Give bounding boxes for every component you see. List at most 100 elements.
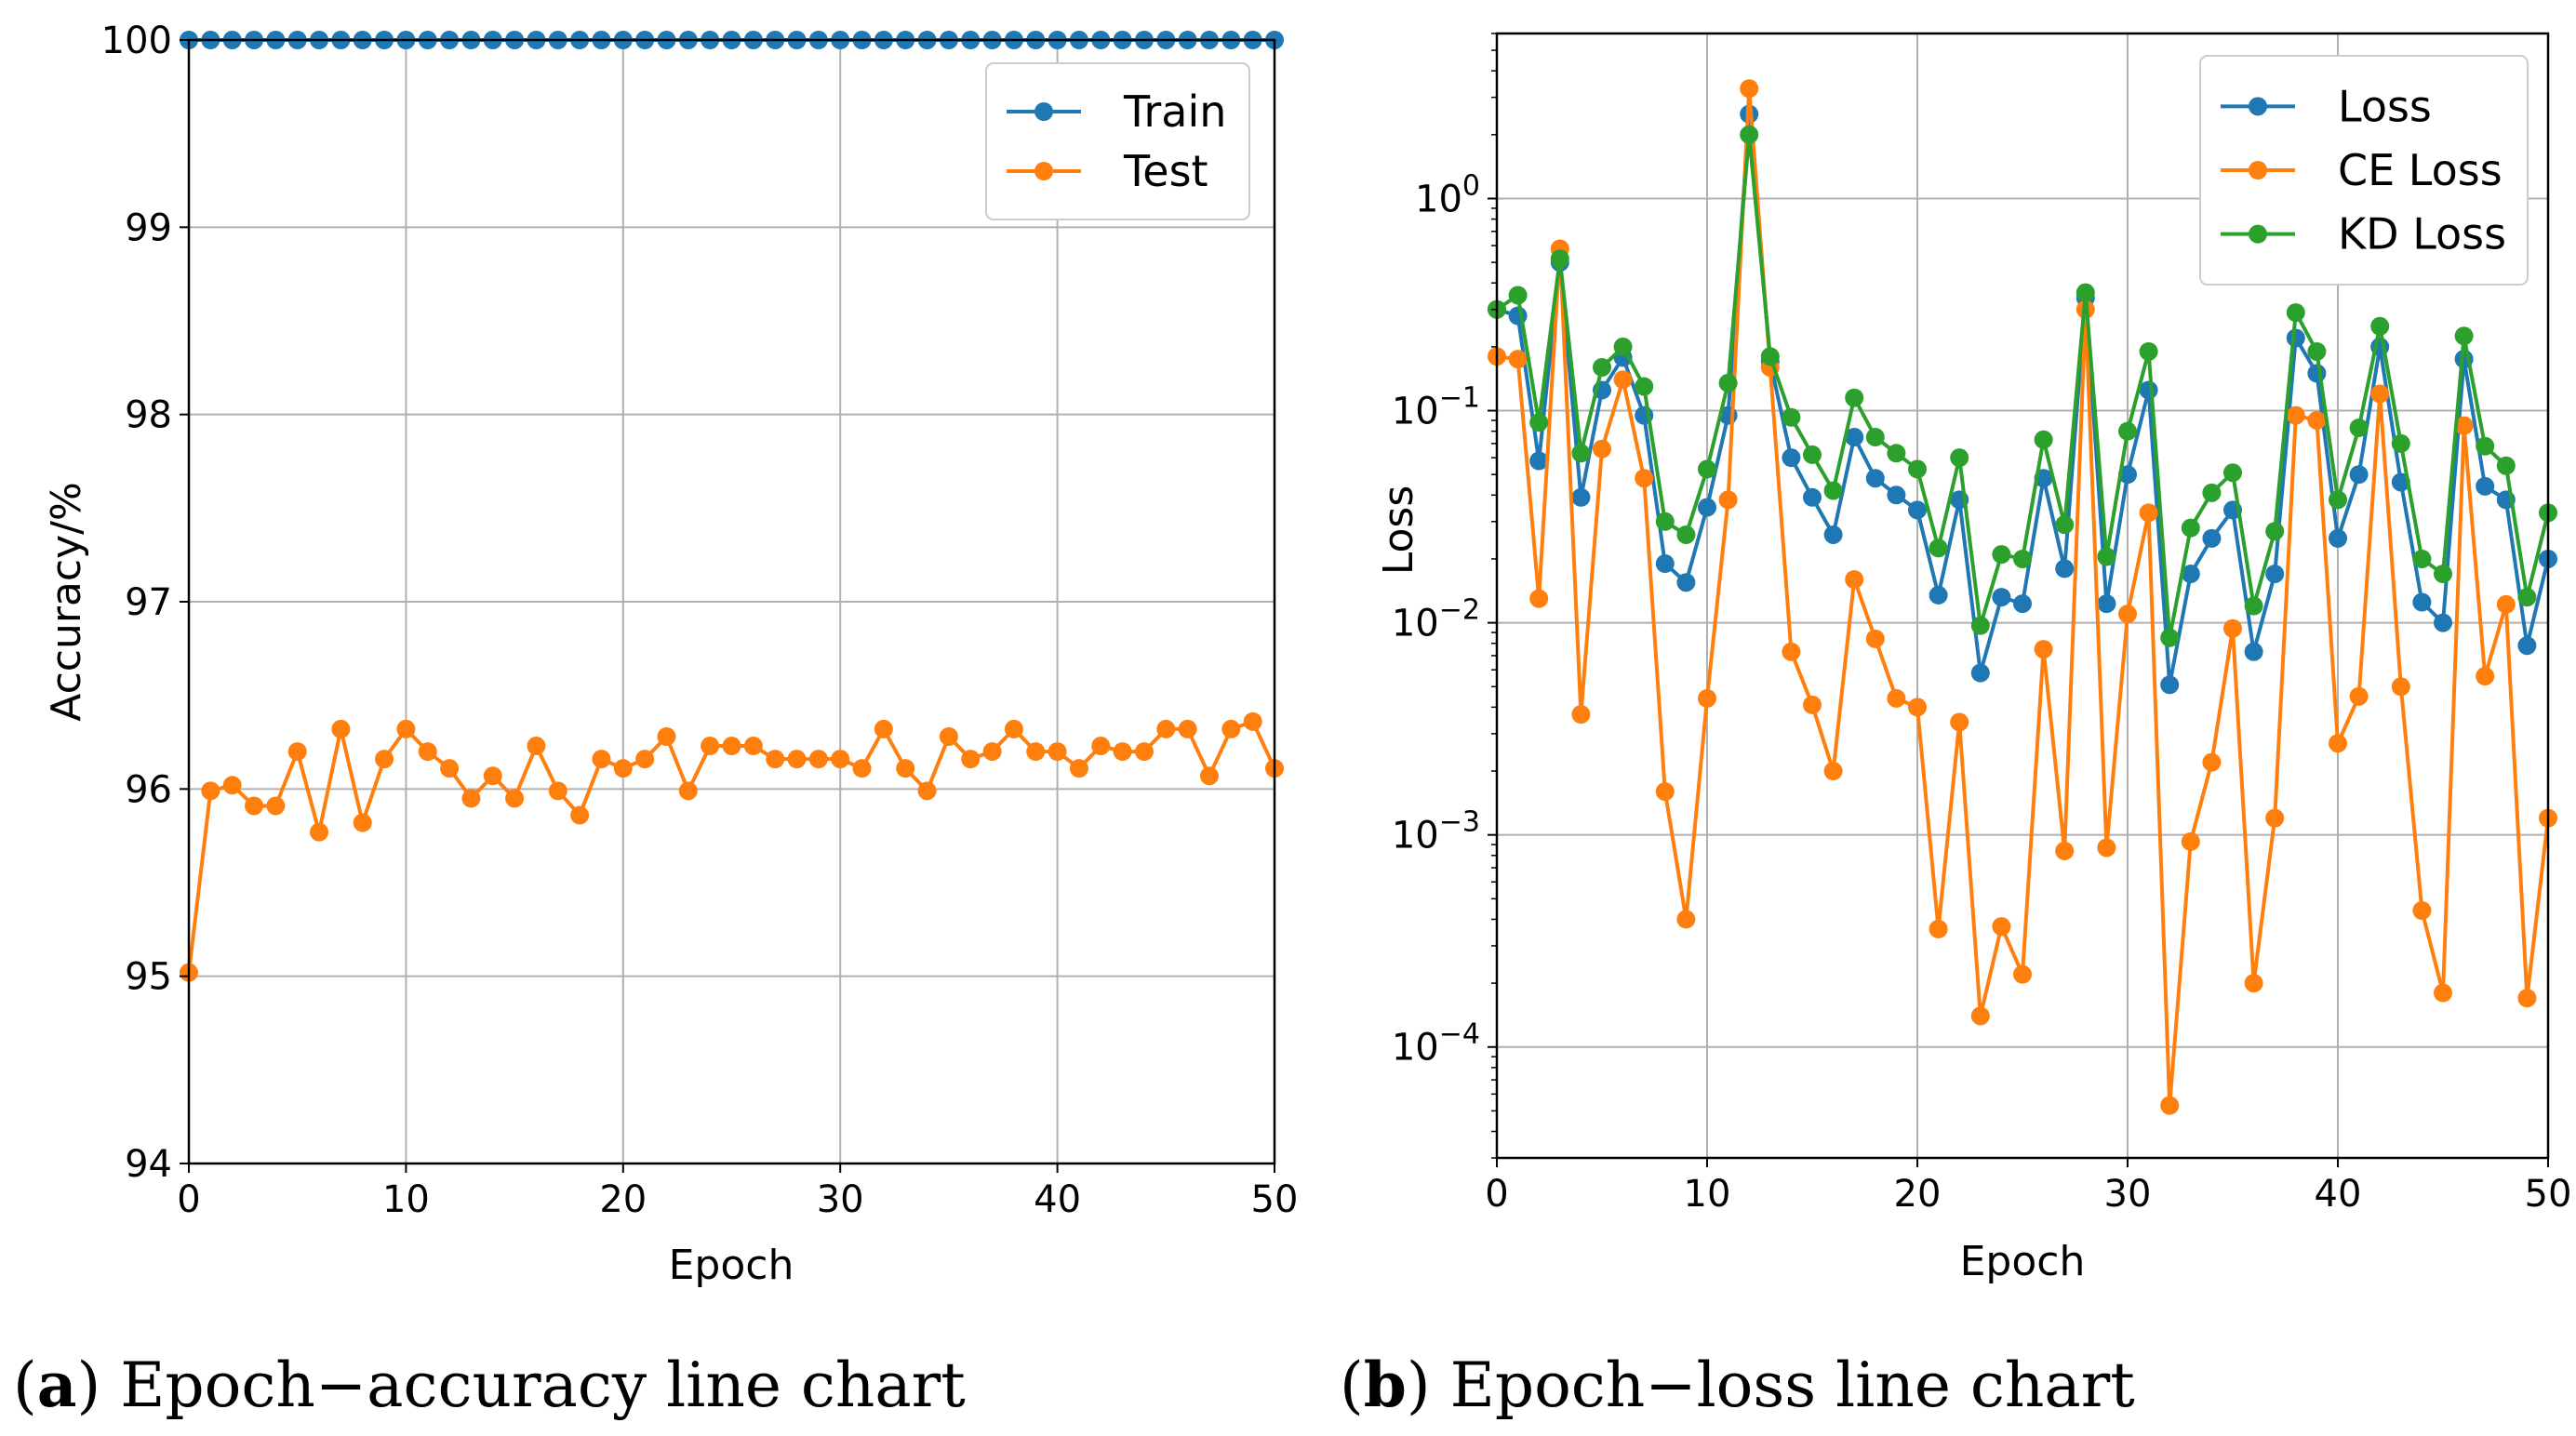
ce-loss-point [2286, 406, 2305, 425]
ce-loss-point [1571, 705, 1591, 725]
test-point [266, 796, 286, 816]
loss-x-axis-label: Epoch [1960, 1238, 2086, 1285]
loss-point [2160, 675, 2180, 695]
accuracy-chart-legend: Train Test [985, 62, 1250, 220]
kd-loss-point [1529, 413, 1549, 432]
kd-loss-point [2265, 522, 2285, 541]
kd-loss-point [1950, 448, 1969, 468]
kd-loss-point [1508, 286, 1528, 305]
kd-loss-point [2034, 430, 2053, 449]
y-tick-label: 10−3 [1392, 806, 1480, 858]
ce-loss-point [2013, 964, 2032, 984]
loss-chart-series [1488, 79, 2557, 1115]
ce-loss-point [1698, 688, 1716, 708]
y-tick-label: 95 [125, 956, 172, 999]
kd-loss-point [2434, 565, 2452, 584]
y-tick-label: 100 [1415, 169, 1480, 220]
y-tick-label: 100 [101, 20, 172, 62]
y-tick-label: 99 [125, 206, 172, 249]
y-tick-label: 96 [125, 768, 172, 811]
loss-point [2181, 565, 2200, 584]
test-point [505, 789, 525, 808]
kd-loss-point [1593, 357, 1611, 377]
kd-loss-point [1698, 459, 1716, 479]
loss-point [2244, 642, 2263, 661]
loss-point [1887, 485, 1906, 505]
ce-loss-point [1950, 712, 1969, 732]
kd-loss-point [1655, 512, 1675, 531]
loss-point [2349, 465, 2369, 485]
test-point [245, 796, 264, 816]
legend-kd-loss-label: KD Loss [2338, 209, 2506, 259]
kd-loss-point [2055, 515, 2075, 535]
loss-point [2412, 592, 2432, 612]
loss-point [2097, 594, 2116, 614]
kd-loss-point [1845, 388, 1864, 407]
test-point [1243, 711, 1262, 731]
test-point [418, 742, 437, 762]
loss-chart-frame [1495, 32, 2550, 1160]
ce-loss-point [1992, 917, 2011, 937]
legend-ce-loss-marker [2249, 161, 2267, 180]
test-point [331, 719, 351, 738]
accuracy-y-axis-label: Accuracy/% [43, 482, 90, 722]
ce-loss-point [2434, 983, 2452, 1003]
loss-point [2476, 476, 2495, 496]
test-point [461, 789, 481, 808]
test-point [1004, 719, 1023, 738]
test-point [722, 737, 741, 756]
test-point [1221, 719, 1241, 738]
kd-loss-point [2517, 588, 2537, 607]
kd-loss-point [1803, 445, 1822, 464]
kd-loss-point [2139, 341, 2158, 361]
ce-loss-point [2476, 667, 2495, 686]
kd-loss-point [1676, 525, 1696, 544]
kd-loss-point [2454, 326, 2474, 346]
x-tick-label: 30 [817, 1178, 864, 1221]
loss-point [1970, 663, 1990, 683]
kd-loss-point [2244, 596, 2263, 616]
ce-loss-point [2412, 900, 2432, 920]
loss-series [1488, 104, 2557, 695]
ce-loss-point [2391, 677, 2410, 697]
kd-loss-point [2223, 463, 2242, 483]
test-point [917, 781, 937, 801]
loss-chart: 0 10 20 30 40 50 10−4 10−3 10−2 10−1 100 Epoch Los… [1375, 32, 2571, 1285]
test-point [1199, 766, 1219, 786]
ce-loss-point [1593, 439, 1611, 459]
ce-loss-point [2349, 686, 2369, 706]
ce-loss-point [2517, 989, 2537, 1008]
test-point [635, 750, 655, 769]
x-tick-label: 20 [599, 1178, 647, 1221]
loss-chart-ticks: 0 10 20 30 40 50 10−4 10−3 10−2 10−1 100 [1392, 33, 2571, 1216]
loss-y-axis-label: Loss [1375, 485, 1422, 576]
kd-loss-point [2286, 303, 2305, 323]
kd-loss-point [2075, 283, 2095, 302]
test-point [592, 750, 611, 769]
x-tick-label: 30 [2104, 1173, 2152, 1216]
legend-loss-marker [2249, 97, 2267, 116]
test-point [310, 822, 329, 842]
loss-point [2055, 559, 2075, 578]
test-point [222, 776, 242, 795]
ce-loss-point [1676, 910, 1696, 929]
ce-loss-point [2223, 618, 2242, 638]
kd-loss-point [2391, 433, 2410, 453]
loss-point [1698, 498, 1716, 517]
kd-loss-point [2202, 483, 2222, 502]
kd-loss-point [1613, 337, 1633, 356]
kd-loss-point [2412, 549, 2432, 568]
caption-b: (b) Epoch−loss line chart [1340, 1349, 2135, 1421]
kd-loss-point [1992, 545, 2011, 565]
loss-point [1823, 525, 1843, 544]
kd-loss-point [1782, 407, 1801, 427]
x-tick-label: 10 [1684, 1173, 1731, 1216]
loss-legend-box [2199, 55, 2529, 286]
test-point [375, 750, 394, 769]
kd-loss-point [2329, 490, 2347, 510]
kd-loss-point [2118, 421, 2137, 441]
loss-point [1929, 585, 1948, 605]
loss-point [1803, 487, 1822, 507]
loss-point [2434, 613, 2452, 632]
